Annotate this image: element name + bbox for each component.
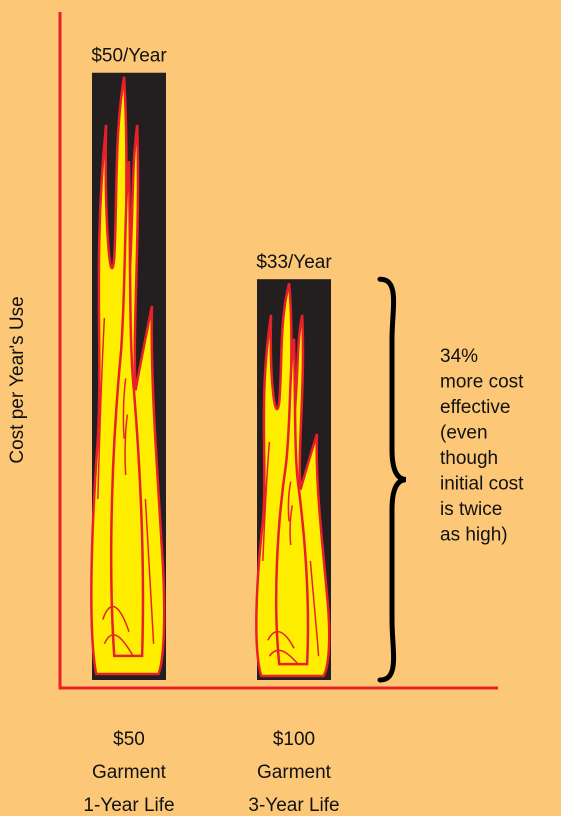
flame-core xyxy=(111,161,143,656)
annotation: 34% xyxy=(440,346,478,367)
annotation: (even xyxy=(440,423,488,444)
annotation: though xyxy=(440,448,498,469)
flame-streak xyxy=(125,415,127,475)
x-tick-label: 3-Year Life xyxy=(248,795,339,816)
flame-streak xyxy=(123,378,125,438)
x-tick-label: $50 xyxy=(113,729,145,750)
brace xyxy=(377,276,407,683)
annotation: more cost xyxy=(440,372,524,393)
flame-streak xyxy=(269,650,298,664)
flame-streak xyxy=(290,505,292,545)
flame-streak xyxy=(104,635,133,656)
y-axis-label: Cost per Year's Use xyxy=(7,296,28,463)
flame-streak xyxy=(263,442,270,561)
flame-streak xyxy=(103,607,129,632)
annotation: as high) xyxy=(440,525,508,546)
flame-streak xyxy=(268,632,294,649)
value-label: $33/Year xyxy=(256,252,332,273)
x-tick-label: $100 xyxy=(273,729,315,750)
flame xyxy=(91,77,164,674)
value-label: $50/Year xyxy=(91,46,167,67)
x-tick-label: Garment xyxy=(92,762,167,783)
annotation: initial cost xyxy=(440,474,524,495)
annotation: effective xyxy=(440,397,510,418)
x-tick-label: Garment xyxy=(257,762,332,783)
flame-streak xyxy=(145,499,153,644)
annotation: is twice xyxy=(440,499,502,520)
flame xyxy=(256,283,329,676)
flame-core xyxy=(276,339,308,664)
x-tick-label: 1-Year Life xyxy=(83,795,174,816)
flame-streak xyxy=(288,482,290,522)
flame-streak xyxy=(310,561,318,656)
flame-streak xyxy=(98,318,105,499)
